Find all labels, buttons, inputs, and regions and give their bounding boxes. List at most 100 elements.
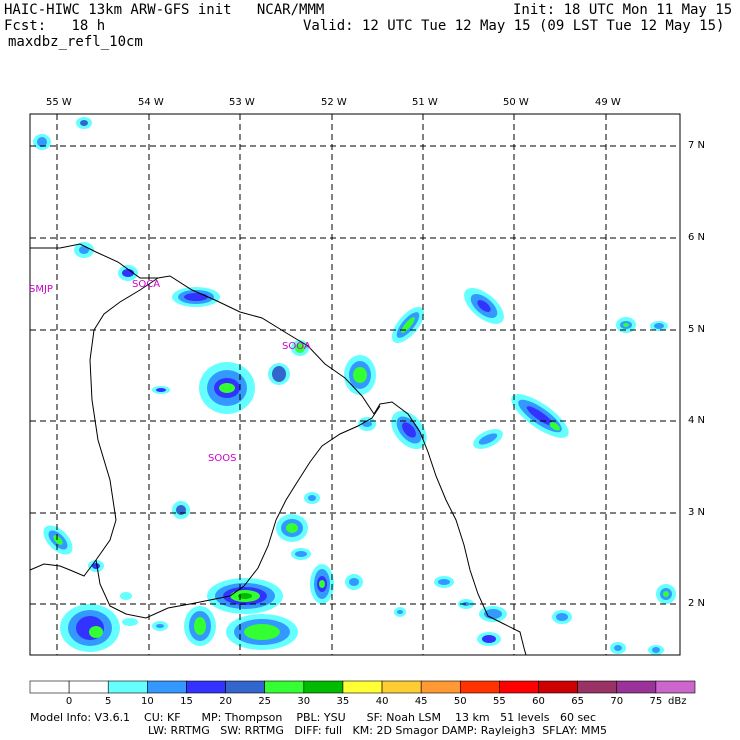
- colorbar-tick-label: 30: [297, 696, 311, 707]
- echo-cell: [122, 618, 138, 626]
- echo-cell: [88, 560, 104, 572]
- model-title: HAIC-HIWC 13km ARW-GFS init: [4, 2, 232, 18]
- lat-label: 6 N: [688, 232, 706, 243]
- echo-cell: [33, 134, 51, 150]
- echo-cell: [43, 525, 73, 555]
- echo-cell: [656, 584, 676, 604]
- reflectivity-echoes: [33, 117, 676, 655]
- echo-cell: [226, 614, 298, 650]
- colorbar-segment: [420, 680, 461, 694]
- echo-cell: [391, 306, 425, 344]
- colorbar-tick-label: 35: [336, 696, 350, 707]
- lon-label: 54 W: [138, 97, 164, 108]
- colorbar: [29, 680, 696, 694]
- station-label: SOOS: [208, 453, 237, 464]
- colorbar-unit: dBz: [668, 696, 687, 707]
- colorbar-segment: [499, 680, 539, 694]
- lat-label: 4 N: [688, 415, 706, 426]
- field-name: maxdbz_refl_10cm: [8, 34, 143, 50]
- echo-cell: [394, 607, 406, 617]
- echo-cell: [391, 410, 427, 450]
- echo-cell: [60, 604, 120, 652]
- echo-cell: [172, 287, 220, 307]
- lon-label: 55 W: [46, 97, 72, 108]
- station-label: SOCA: [132, 279, 161, 290]
- colorbar-tick-label: 5: [105, 696, 112, 707]
- echo-cell: [172, 501, 190, 519]
- colorbar-segment: [655, 680, 696, 694]
- colorbar-segment: [264, 680, 305, 694]
- colorbar-segment: [577, 680, 618, 694]
- echo-cell: [648, 645, 664, 655]
- colorbar-tick-label: 70: [610, 696, 624, 707]
- colorbar-tick-label: 25: [258, 696, 272, 707]
- echo-cell: [344, 355, 376, 395]
- echo-cell: [304, 492, 320, 504]
- lat-label: 7 N: [688, 140, 706, 151]
- lon-label: 49 W: [595, 97, 621, 108]
- echo-cell: [291, 548, 311, 560]
- colorbar-segment: [303, 680, 344, 694]
- echo-cell: [276, 514, 308, 542]
- echo-cell: [650, 321, 668, 331]
- colorbar-tick-label: 65: [571, 696, 584, 707]
- echo-cell: [310, 564, 334, 604]
- colorbar-segment: [225, 680, 266, 694]
- echo-cell: [479, 606, 507, 622]
- colorbar-tick-label: 20: [219, 696, 232, 707]
- lat-label: 2 N: [688, 598, 706, 609]
- echo-cell: [184, 606, 216, 646]
- colorbar-segment: [538, 680, 578, 694]
- colorbar-segment: [342, 680, 383, 694]
- echo-cell: [118, 265, 138, 281]
- forecast-hour-line: Fcst: 18 h: [4, 18, 105, 34]
- echo-cell: [473, 429, 503, 449]
- model-info-line2: LW: RRTMG SW: RRTMG DIFF: full KM: 2D Sm…: [148, 724, 608, 737]
- echo-cell: [616, 317, 636, 333]
- colorbar-tick-label: 60: [532, 696, 545, 707]
- echo-cell: [268, 363, 290, 385]
- lat-label: 3 N: [688, 507, 706, 518]
- lat-label: 5 N: [688, 324, 706, 335]
- lon-label: 50 W: [503, 97, 529, 108]
- colorbar-tick-label: 0: [65, 696, 73, 707]
- colorbar-segment: [186, 680, 226, 694]
- echo-cell: [345, 574, 363, 590]
- echo-cell: [610, 642, 626, 654]
- lat-lon-grid: [30, 114, 680, 655]
- echo-cell: [152, 386, 170, 394]
- colorbar-segment: [107, 680, 148, 694]
- colorbar-segment: [68, 680, 109, 694]
- model-title-line: HAIC-HIWC 13km ARW-GFS init NCAR/MMM: [4, 2, 324, 18]
- echo-cell: [207, 578, 283, 614]
- init-time: Init: 18 UTC Mon 11 May 15: [513, 2, 733, 18]
- echo-cell: [552, 610, 572, 624]
- station-label: SMJP: [29, 284, 53, 295]
- fcst-value: 18 h: [71, 18, 106, 34]
- colorbar-tick-label: 55: [493, 696, 506, 707]
- lon-label: 53 W: [229, 97, 255, 108]
- echo-cell: [76, 117, 92, 129]
- colorbar-tick-label: 40: [375, 696, 389, 707]
- echo-cell: [464, 288, 504, 324]
- colorbar-segment: [147, 680, 187, 694]
- organization: NCAR/MMM: [256, 2, 325, 18]
- colorbar-segment: [29, 680, 70, 694]
- echo-cell: [74, 242, 94, 258]
- colorbar-tick-label: 50: [453, 696, 467, 707]
- colorbar-segment: [381, 680, 422, 694]
- model-info-line1: Model Info: V3.6.1 CU: KF MP: Thompson P…: [30, 711, 597, 724]
- lon-label: 52 W: [321, 97, 347, 108]
- echo-cell: [120, 592, 132, 600]
- station-label: SOOA: [282, 341, 311, 352]
- colorbar-segment: [459, 680, 500, 694]
- lon-label: 51 W: [412, 97, 438, 108]
- echo-cell: [477, 632, 501, 646]
- valid-time: Valid: 12 UTC Tue 12 May 15 (09 LST Tue …: [303, 18, 725, 34]
- colorbar-tick-label: 15: [180, 696, 193, 707]
- colorbar-tick-label: 75: [649, 696, 663, 707]
- fcst-label: Fcst:: [4, 18, 47, 34]
- echo-cell: [511, 394, 569, 438]
- colorbar-tick-label: 10: [141, 696, 154, 707]
